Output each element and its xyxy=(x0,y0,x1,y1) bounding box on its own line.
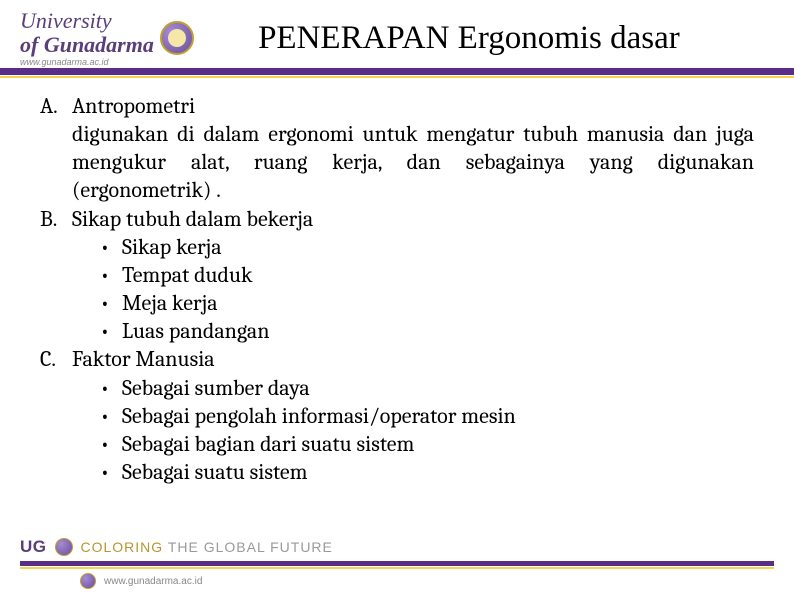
sub-list-item-text: Sebagai bagian dari suatu sistem xyxy=(122,430,414,458)
header-stripe-purple xyxy=(0,68,794,75)
footer-top: UG COLORING THE GLOBAL FUTURE xyxy=(20,537,774,557)
sub-list-item-text: Meja kerja xyxy=(122,289,218,317)
sub-list-item: •Luas pandangan xyxy=(100,317,754,345)
sub-list-item-text: Tempat duduk xyxy=(122,261,253,289)
bullet-icon: • xyxy=(100,233,122,261)
logo-subtext: www.gunadarma.ac.id xyxy=(20,57,154,67)
sub-list-item: •Meja kerja xyxy=(100,289,754,317)
footer-slogan: COLORING THE GLOBAL FUTURE xyxy=(81,539,333,555)
slide-footer: UG COLORING THE GLOBAL FUTURE www.gunada… xyxy=(0,537,794,595)
list-item-body: Faktor Manusia xyxy=(72,345,754,373)
logo-line1: University xyxy=(20,9,154,32)
list-item-body: Antropometri xyxy=(72,92,754,120)
bullet-icon: • xyxy=(100,317,122,345)
list-item-marker: A. xyxy=(40,92,72,120)
list-item: A.Antropometri xyxy=(40,92,754,120)
list-item: C.Faktor Manusia xyxy=(40,345,754,373)
sub-list-item: •Sebagai sumber daya xyxy=(100,374,754,402)
list-item-body: Sikap tubuh dalam bekerja xyxy=(72,205,754,233)
list-item-spacer xyxy=(40,120,72,204)
sub-list-item: •Sebagai pengolah informasi/operator mes… xyxy=(100,402,754,430)
bullet-icon: • xyxy=(100,430,122,458)
bullet-icon: • xyxy=(100,402,122,430)
logo-text: University of Gunadarma xyxy=(20,9,154,55)
sub-list: •Sebagai sumber daya•Sebagai pengolah in… xyxy=(40,374,754,487)
footer-ug-label: UG xyxy=(20,537,47,557)
list-item-marker: B. xyxy=(40,205,72,233)
bullet-icon: • xyxy=(100,261,122,289)
emblem-icon xyxy=(160,21,194,55)
footer-slogan-rest: THE GLOBAL FUTURE xyxy=(163,539,333,555)
sub-list-item: •Sikap kerja xyxy=(100,233,754,261)
sub-list-item: •Sebagai bagian dari suatu sistem xyxy=(100,430,754,458)
list-item: B.Sikap tubuh dalam bekerja xyxy=(40,205,754,233)
bullet-icon: • xyxy=(100,458,122,486)
sub-list-item: •Tempat duduk xyxy=(100,261,754,289)
list-item-desc: digunakan di dalam ergonomi untuk mengat… xyxy=(72,120,754,204)
slide-title: PENERAPAN Ergonomis dasar xyxy=(194,20,774,57)
university-logo: University of Gunadarma www.gunadarma.ac… xyxy=(20,9,194,66)
slide-content: A.Antropometridigunakan di dalam ergonom… xyxy=(0,78,794,486)
footer-mini-emblem-icon xyxy=(80,573,96,589)
sub-list-item-text: Sebagai pengolah informasi/operator mesi… xyxy=(122,402,516,430)
sub-list-item: •Sebagai suatu sistem xyxy=(100,458,754,486)
sub-list-item-text: Sebagai suatu sistem xyxy=(122,458,308,486)
bullet-icon: • xyxy=(100,289,122,317)
list-item-marker: C. xyxy=(40,345,72,373)
footer-bottom: www.gunadarma.ac.id xyxy=(20,569,774,589)
footer-slogan-accent: COLORING xyxy=(81,539,164,555)
slide-header: University of Gunadarma www.gunadarma.ac… xyxy=(0,0,794,68)
footer-emblem-icon xyxy=(55,538,73,556)
sub-list-item-text: Sebagai sumber daya xyxy=(122,374,310,402)
sub-list-item-text: Luas pandangan xyxy=(122,317,270,345)
logo-line2: of Gunadarma xyxy=(20,33,154,56)
footer-url: www.gunadarma.ac.id xyxy=(104,576,202,587)
list-item-desc-row: digunakan di dalam ergonomi untuk mengat… xyxy=(40,120,754,204)
sub-list: •Sikap kerja•Tempat duduk•Meja kerja•Lua… xyxy=(40,233,754,346)
bullet-icon: • xyxy=(100,374,122,402)
sub-list-item-text: Sikap kerja xyxy=(122,233,222,261)
